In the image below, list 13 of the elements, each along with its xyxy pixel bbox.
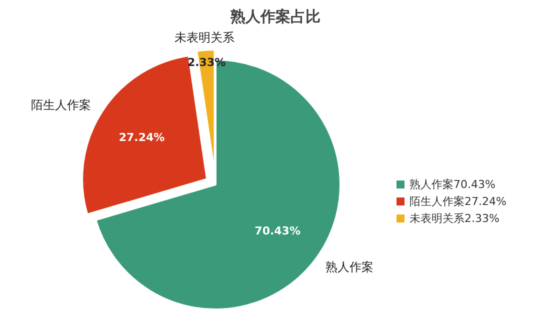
text: 70.43% (454, 178, 496, 191)
legend-label: 陌生人作案 (410, 195, 464, 208)
slice-label: 陌生人作案 (31, 98, 92, 112)
text: 2.33% (464, 212, 500, 225)
chart-title: 熟人作案占比 (230, 8, 320, 26)
data-label: 27.24% (118, 130, 165, 144)
legend-label: 未表明关系 (410, 212, 464, 225)
slice-label: 熟人作案 (326, 260, 374, 274)
slice-label: 未表明关系 (174, 30, 235, 44)
data-label: 2.33% (187, 56, 226, 69)
text: 27.24% (464, 195, 506, 208)
data-label: 70.43% (254, 224, 300, 238)
legend-label: 熟人作案 (410, 178, 454, 191)
